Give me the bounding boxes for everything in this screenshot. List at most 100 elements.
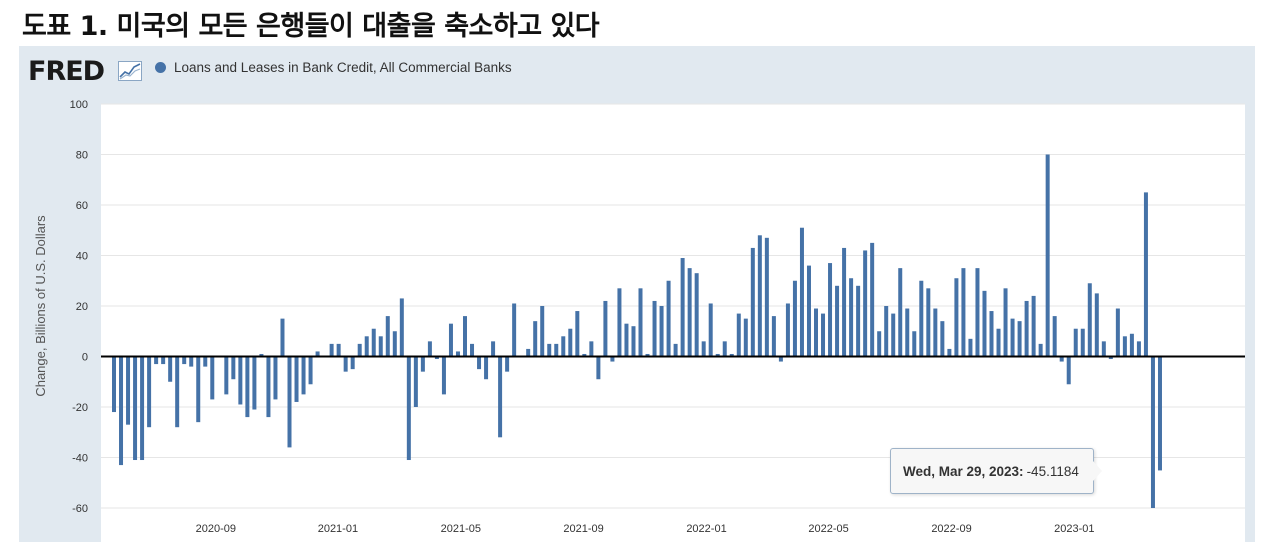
bar[interactable] [1136, 341, 1141, 357]
bar[interactable] [799, 227, 804, 357]
bar[interactable] [947, 348, 952, 357]
bar[interactable] [526, 348, 531, 357]
bar[interactable] [575, 311, 580, 357]
bar[interactable] [729, 353, 734, 357]
bar[interactable] [877, 331, 882, 357]
bar[interactable] [687, 268, 692, 357]
bar[interactable] [624, 323, 629, 357]
bar[interactable] [1115, 308, 1120, 357]
bar[interactable] [645, 353, 650, 357]
bar[interactable] [1038, 343, 1043, 357]
bar[interactable] [1094, 293, 1099, 357]
bar[interactable] [1101, 341, 1106, 357]
bar[interactable] [420, 356, 425, 372]
bar[interactable] [856, 285, 861, 357]
chart-legend[interactable]: Loans and Leases in Bank Credit, All Com… [155, 60, 512, 75]
bar[interactable] [287, 356, 292, 448]
bar[interactable] [961, 268, 966, 357]
bar[interactable] [168, 356, 173, 382]
bar[interactable] [631, 326, 636, 357]
bar[interactable] [1010, 318, 1015, 357]
bar[interactable] [792, 280, 797, 357]
bar[interactable] [210, 356, 215, 400]
bar[interactable] [1031, 295, 1036, 357]
bar[interactable] [596, 356, 601, 380]
bar[interactable] [315, 351, 320, 357]
bar[interactable] [778, 356, 783, 362]
bar[interactable] [371, 328, 376, 357]
bar[interactable] [329, 343, 334, 357]
bar[interactable] [884, 306, 889, 357]
bar[interactable] [617, 288, 622, 357]
bar[interactable] [498, 356, 503, 438]
bar[interactable] [1017, 321, 1022, 357]
bar[interactable] [1066, 356, 1071, 385]
bar[interactable] [722, 341, 727, 357]
bar[interactable] [399, 298, 404, 357]
bar[interactable] [954, 278, 959, 357]
bar[interactable] [147, 356, 152, 428]
bar[interactable] [933, 308, 938, 357]
bar[interactable] [427, 341, 432, 357]
bar[interactable] [982, 290, 987, 357]
bar[interactable] [835, 285, 840, 357]
bar[interactable] [1087, 283, 1092, 357]
bar[interactable] [785, 303, 790, 357]
bars[interactable] [112, 154, 1162, 509]
bar[interactable] [1073, 328, 1078, 357]
bar[interactable] [252, 356, 257, 410]
bar[interactable] [919, 280, 924, 357]
bar[interactable] [455, 351, 460, 357]
bar[interactable] [378, 336, 383, 357]
bar[interactable] [673, 343, 678, 357]
bar[interactable] [1150, 356, 1155, 509]
bar[interactable] [533, 321, 538, 357]
bar[interactable] [1129, 333, 1134, 357]
bar[interactable] [505, 356, 510, 372]
bar[interactable] [280, 318, 285, 357]
bar[interactable] [1108, 356, 1113, 360]
bar[interactable] [364, 336, 369, 357]
bar[interactable] [189, 356, 194, 367]
bar[interactable] [814, 308, 818, 357]
bar[interactable] [406, 356, 411, 461]
bar[interactable] [133, 356, 138, 461]
bar[interactable] [561, 336, 566, 357]
bar[interactable] [196, 356, 201, 423]
bar[interactable] [750, 247, 755, 357]
bar[interactable] [238, 356, 243, 405]
bar[interactable] [743, 318, 748, 357]
bar[interactable] [638, 288, 643, 357]
bar[interactable] [708, 303, 713, 357]
bar[interactable] [1024, 300, 1029, 357]
bar[interactable] [870, 242, 875, 357]
bar[interactable] [1080, 328, 1085, 357]
bar[interactable] [554, 343, 559, 357]
bar[interactable] [1122, 336, 1127, 357]
bar[interactable] [448, 323, 453, 357]
bar[interactable] [266, 356, 271, 418]
bar[interactable] [975, 268, 980, 357]
bar[interactable] [1045, 154, 1050, 357]
bar[interactable] [968, 338, 973, 357]
bar[interactable] [603, 300, 608, 357]
bar[interactable] [828, 263, 833, 357]
bar[interactable] [715, 353, 720, 357]
bar[interactable] [905, 308, 910, 357]
bar[interactable] [1052, 316, 1057, 357]
bar[interactable] [140, 356, 145, 461]
bar[interactable] [547, 343, 552, 357]
bar[interactable] [1003, 288, 1008, 357]
bar[interactable] [610, 356, 615, 362]
bar[interactable] [491, 341, 496, 357]
bar[interactable] [259, 353, 264, 357]
bar[interactable] [154, 356, 159, 365]
bar[interactable] [582, 353, 587, 357]
bar[interactable] [336, 343, 341, 357]
bar[interactable] [161, 356, 166, 365]
bar[interactable] [231, 356, 236, 380]
bar[interactable] [484, 356, 489, 380]
bar[interactable] [477, 356, 482, 370]
bar[interactable] [385, 316, 390, 357]
bar[interactable] [926, 288, 931, 357]
